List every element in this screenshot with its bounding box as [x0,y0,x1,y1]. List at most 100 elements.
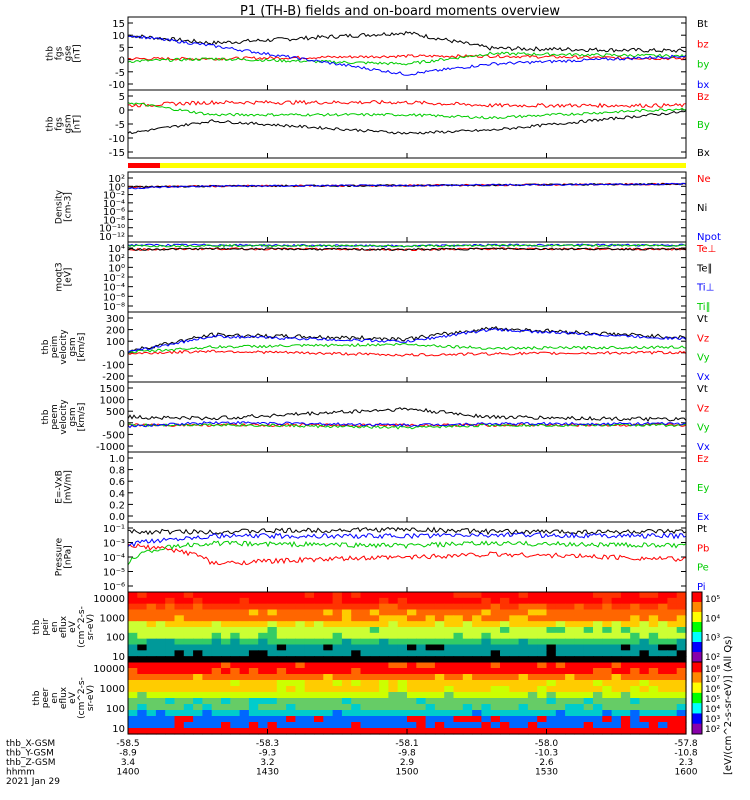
spectrogram-cell [658,728,668,735]
spectrogram-cell [453,680,464,687]
spectrogram-cell [658,710,668,717]
spectrogram-cell [416,710,427,717]
spectrogram-cell [128,609,138,616]
spectrogram-cell [611,603,622,611]
spectrogram-cell [527,710,538,717]
spectrogram-cell [407,609,417,616]
spectrogram-cell [351,644,362,651]
spectrogram-cell [267,592,278,599]
spectrogram-cell [555,716,566,723]
spectrogram-cell [518,698,529,705]
colorbar-segment [692,713,702,725]
spectrogram [128,662,687,735]
series-line-Vz [127,349,687,357]
spectrogram-cell [611,650,622,657]
colorbar-tick-label: 10⁴ [705,614,720,624]
y-tick-label: 0.4 [109,489,125,500]
spectrogram-cell [155,627,166,634]
spectrogram-cell [630,662,641,669]
spectrogram-cell [183,692,194,699]
y-tick-label: -10 [109,134,125,145]
spectrogram-cell [611,698,622,705]
spectrogram-cell [462,592,473,599]
spectrogram-cell [183,722,194,729]
x-tick-label: 2.9 [400,758,415,768]
spectrogram-cell [369,662,380,669]
spectrogram-cell [276,621,287,628]
y-axis-label: fgs [55,46,65,60]
spectrogram-cell [276,680,287,687]
colorbar-segment [692,592,702,603]
spectrogram-cell [295,728,306,735]
spectrogram-cell [332,609,343,616]
spectrogram-cell [425,686,436,693]
spectrogram-cell [472,603,482,611]
legend-Ti∥: Ti∥ [696,302,711,313]
spectrogram-cell [314,716,324,723]
spectrogram-cell [286,592,296,599]
spectrogram-cell [379,686,389,693]
spectrogram-cell [658,627,668,634]
spectrogram-cell [202,603,213,611]
spectrogram-cell [323,656,334,663]
spectrogram-cell [397,621,408,628]
spectrogram-cell [416,597,427,605]
spectrogram-cell [276,638,287,646]
spectrogram-cell [462,674,473,681]
spectrogram-cell [444,680,455,687]
spectrogram-cell [397,722,408,729]
spectrogram-cell [239,603,250,611]
spectrogram-cell [146,597,157,605]
spectrogram-cell [341,710,352,717]
spectrogram-cell [397,680,408,687]
spectrogram-cell [462,692,473,699]
spectrogram-cell [425,662,436,669]
spectrogram-cell [593,710,603,717]
y-axis-label: [eV] [64,268,74,287]
spectrogram-cell [500,650,510,657]
spectrogram-cell [546,609,557,616]
spectrogram-cell [146,650,157,657]
colorbar-tick-label: 10³ [705,634,720,644]
spectrogram-cell [165,668,176,675]
spectrogram-cell [565,674,575,681]
y-axis-label: (cm^2-s- [77,606,87,648]
spectrogram-cell [527,632,538,640]
spectrogram-cell [574,698,585,705]
spectrogram-cell [676,668,687,675]
spectrogram-cell [518,704,529,711]
legend-Bz: Bz [697,92,709,103]
spectrogram-cell [295,615,306,622]
spectrogram-cell [676,632,687,640]
spectrogram-cell [500,710,510,717]
spectrogram-cell [351,632,362,640]
panel-frame [127,381,687,453]
spectrogram-cell [183,680,194,687]
spectrogram-cell [286,656,296,663]
spectrogram-cell [527,650,538,657]
spectrogram-cell [658,686,668,693]
spectrogram-cell [509,597,520,605]
spectrogram-cell [314,609,324,616]
spectrogram-cell [611,627,622,634]
series-line-Npot [127,182,687,190]
spectrogram-cell [276,592,287,599]
spectrogram-cell [388,627,399,634]
spectrogram-cell [444,650,455,657]
spectrogram-cell [593,650,603,657]
spectrogram-cell [128,615,138,622]
spectrogram-cell [527,686,538,693]
spectrogram-cell [146,638,157,646]
y-axis-label: eV [68,620,78,633]
spectrogram-cell [518,597,529,605]
spectrogram-cell [137,728,148,735]
spectrogram-cell [509,603,520,611]
panel-frame [127,241,687,313]
spectrogram-cell [472,592,482,599]
spectrogram-cell [481,728,492,735]
y-tick-label: 10² [108,174,125,185]
spectrogram-cell [369,716,380,723]
spectrogram-cell [630,710,641,717]
spectrogram-cell [518,710,529,717]
spectrogram-cell [128,627,138,634]
